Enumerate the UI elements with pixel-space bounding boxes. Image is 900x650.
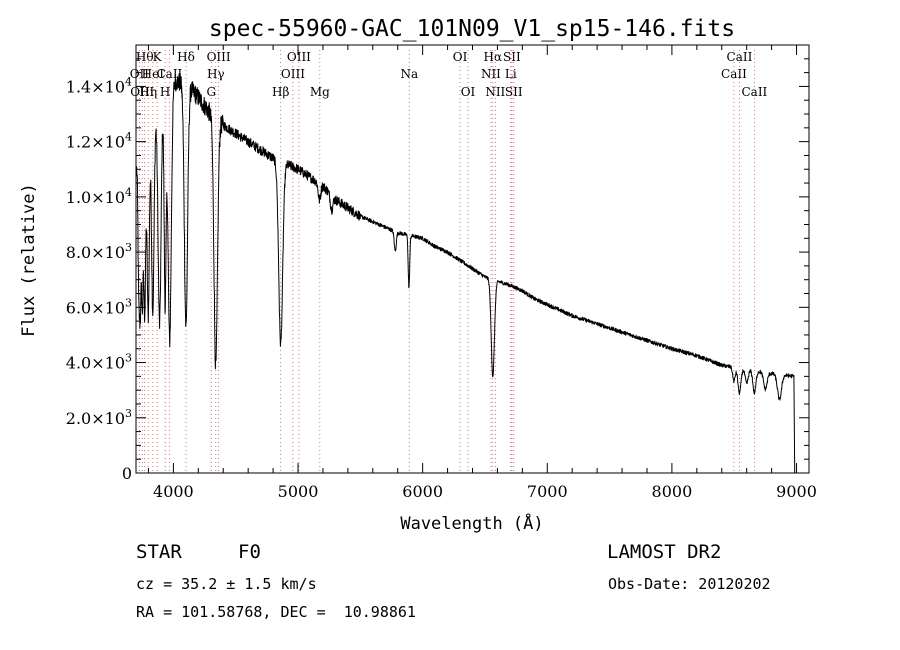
y-tick-label: 1.2×104: [66, 131, 132, 152]
line-marker-label: OI: [461, 85, 476, 99]
line-markers: OIIOIIIHθHηHeIKHCaIIHδGHγOIIIHβOIIIOIIIM…: [130, 50, 768, 473]
line-marker-label: OIII: [207, 50, 231, 64]
line-marker-label: Na: [400, 67, 418, 81]
y-axis-label: Flux (relative): [19, 183, 39, 337]
line-marker-label: Hη: [139, 85, 157, 99]
y-tick-label: 1.4×104: [66, 75, 132, 96]
line-marker-label: H: [160, 85, 170, 99]
x-axis-label: Wavelength (Å): [400, 512, 543, 534]
line-marker-label: NII: [481, 67, 501, 81]
line-marker-label: CaII: [156, 67, 182, 81]
spectrum-line: [136, 73, 796, 474]
line-marker-label: CaII: [727, 50, 753, 64]
x-tick-label: 9000: [776, 482, 817, 501]
x-tick-label: 5000: [278, 482, 319, 501]
redshift-text: cz = 35.2 ± 1.5 km/s: [136, 575, 317, 593]
y-tick-label: 4.0×103: [66, 352, 132, 373]
y-tick-label: 1.0×104: [66, 186, 132, 207]
x-tick-label: 8000: [652, 482, 693, 501]
line-marker-label: Hδ: [177, 50, 195, 64]
coordinates-text: RA = 101.58768, DEC = 10.98861: [136, 603, 416, 621]
x-tick-label: 7000: [527, 482, 568, 501]
line-marker-label: OIII: [281, 67, 305, 81]
x-tick-label: 4000: [153, 482, 194, 501]
x-tick-label: 6000: [402, 482, 443, 501]
axes: 4000 5000 6000 7000 8000 9000 0 2.0×103 4.0×103 6…: [66, 45, 817, 501]
y-tick-label: 2.0×103: [66, 407, 132, 428]
line-marker-label: NII: [485, 85, 505, 99]
line-marker-label: HeI: [142, 67, 165, 81]
line-marker-label: K: [153, 50, 163, 64]
object-class: STAR: [136, 541, 182, 563]
line-marker-label: G: [206, 85, 216, 99]
spectrum-chart: spec-55960-GAC_101N09_V1_sp15-146.fits O…: [19, 16, 817, 534]
line-marker-label: CaII: [741, 85, 767, 99]
line-marker-label: OI: [453, 50, 468, 64]
line-marker-label: Hβ: [272, 85, 289, 99]
plot-frame: [135, 44, 810, 474]
line-marker-label: OIII: [287, 50, 311, 64]
y-tick-label: 0: [122, 464, 132, 483]
obs-date-text: Obs-Date: 20120202: [608, 575, 771, 593]
line-marker-label: Hα: [484, 50, 503, 64]
line-marker-label: Hθ: [136, 50, 154, 64]
line-marker-label: CaII: [721, 67, 747, 81]
y-tick-label: 8.0×103: [66, 241, 132, 262]
line-marker-label: Mg: [310, 85, 330, 99]
survey-name: LAMOST DR2: [607, 541, 722, 563]
line-marker-label: Li: [505, 67, 517, 81]
line-marker-label: SII: [503, 50, 521, 64]
y-tick-label: 6.0×103: [66, 296, 132, 317]
line-marker-label: SII: [505, 85, 523, 99]
spectral-subclass: F0: [238, 541, 261, 563]
line-marker-label: Hγ: [207, 67, 225, 81]
chart-title: spec-55960-GAC_101N09_V1_sp15-146.fits: [209, 16, 735, 42]
